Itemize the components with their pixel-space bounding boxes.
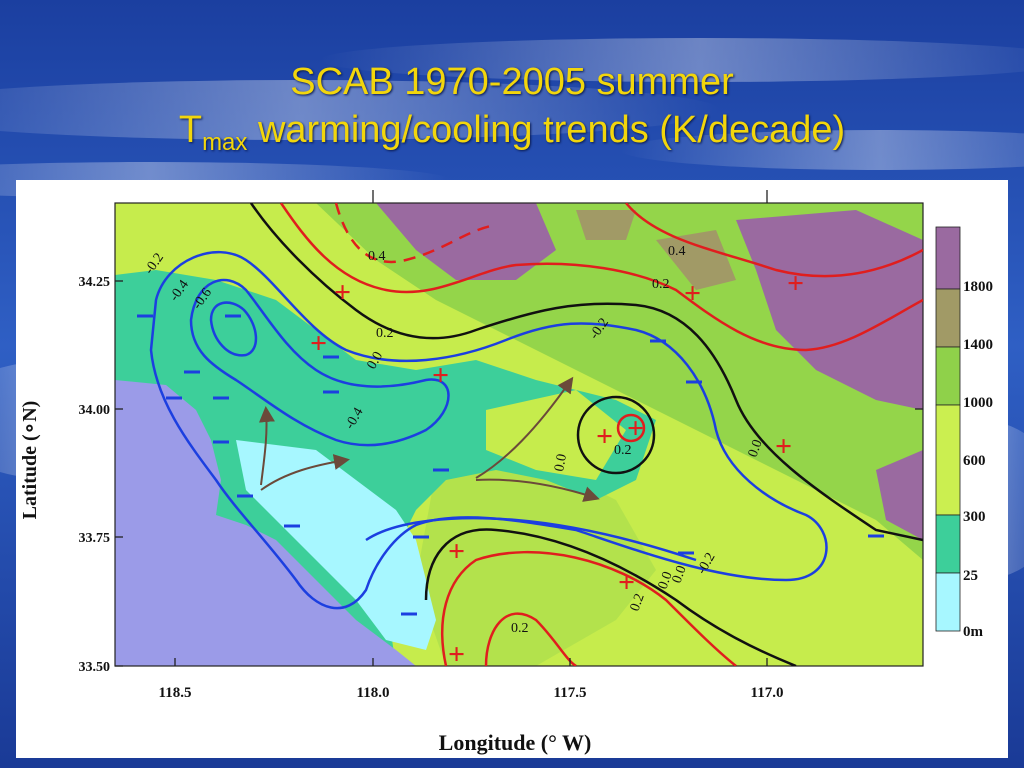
contour-blue-outer [149, 250, 828, 610]
contour-label: 0.0 [656, 570, 676, 592]
contour-black-south [424, 528, 797, 666]
contour-red-north [279, 203, 923, 352]
title-subscript: max [202, 129, 248, 156]
contour-black-north [249, 203, 923, 542]
legend-label: 1400 [963, 337, 993, 353]
contour-lines [149, 203, 923, 666]
arrow-east1 [260, 454, 350, 491]
legend-swatch [935, 404, 961, 516]
contour-blue-core [209, 301, 258, 357]
flow-arrows [258, 376, 600, 502]
contour-label: 0.2 [652, 277, 670, 292]
lon-tick-label: 118.5 [159, 685, 192, 701]
legend-label: 600 [963, 453, 986, 469]
x-axis-label: Longitude (° W) [439, 730, 592, 755]
contour-label: 0.2 [511, 621, 529, 636]
legend-label: 300 [963, 509, 986, 525]
lon-tick-label: 117.5 [554, 685, 587, 701]
map-frame [114, 202, 924, 667]
lon-tick-label: 117.0 [751, 685, 784, 701]
contour-red-south2 [484, 612, 577, 666]
warming-marker: + [448, 638, 465, 671]
elevation-legend: 1800 1400 1000 600 300 25 0m [935, 226, 993, 640]
y-axis-label: Latitude (∘N) [19, 401, 41, 520]
slide-title-line1: SCAB 1970-2005 summer [290, 61, 734, 103]
map-figure: -0.2 -0.4 -0.6 0.4 0.2 0.0 -0.4 0.2 0.4 … [19, 190, 993, 755]
legend-label: 1000 [963, 395, 993, 411]
legend-swatch [935, 514, 961, 574]
lat-tick-label: 34.25 [79, 275, 111, 290]
contour-label: 0.2 [628, 592, 648, 614]
warming-marker: + [596, 420, 613, 453]
contour-label: 0.0 [746, 438, 766, 460]
slide-title-line2: Tmax warming/cooling trends (K/decade) [0, 108, 1024, 165]
cooling-markers [137, 314, 884, 616]
contour-label: 0.4 [668, 244, 686, 259]
contour-label: 0.0 [670, 564, 690, 586]
legend-label: 1800 [963, 279, 993, 295]
contour-blue-inner [189, 278, 450, 447]
figure-panel: -0.2 -0.4 -0.6 0.4 0.2 0.0 -0.4 0.2 0.4 … [16, 180, 1008, 758]
contour-label: 0.4 [368, 249, 386, 264]
arrow-east2 [475, 478, 600, 502]
axis-ticks [115, 190, 923, 667]
lat-tick-label: 33.50 [79, 660, 111, 675]
legend-swatch [935, 346, 961, 406]
warming-marker: + [448, 535, 465, 568]
arrow-north [258, 406, 275, 486]
contour-blue-south [365, 516, 697, 562]
title-rest: warming/cooling trends (K/decade) [247, 109, 846, 151]
contour-label: 0.0 [552, 453, 570, 473]
warming-marker: + [787, 267, 804, 300]
contour-label: 0.2 [614, 443, 632, 458]
contour-red-south [441, 550, 737, 666]
warming-marker: + [432, 359, 449, 392]
lon-tick-label: 118.0 [357, 685, 390, 701]
warming-markers: + + + + + + + + + + + [310, 267, 804, 671]
warming-marker: + [334, 276, 351, 309]
lat-tick-label: 33.75 [79, 531, 111, 546]
legend-label: 0m [963, 624, 984, 640]
warming-marker: + [310, 327, 327, 360]
arrow-northeast [475, 376, 574, 479]
legend-label: 25 [963, 568, 978, 584]
title-t: T [178, 109, 203, 151]
contour-black-circle [576, 395, 656, 475]
legend-swatch [935, 226, 961, 290]
warming-marker: + [627, 412, 644, 445]
contour-red-dashed [334, 203, 497, 264]
legend-swatch [935, 288, 961, 348]
contour-label-group: -0.2 -0.4 -0.6 0.4 0.2 0.0 -0.4 0.2 0.4 … [142, 244, 766, 636]
contour-label: 0.2 [376, 326, 394, 341]
lat-tick-label: 34.00 [79, 403, 111, 418]
contour-red-circle [616, 413, 646, 443]
lon-tick-labels: 118.5 118.0 117.5 117.0 [159, 685, 784, 701]
lat-tick-labels: 34.25 34.00 33.75 33.50 [79, 275, 111, 675]
contour-red-east [625, 203, 923, 278]
terrain-map [115, 203, 923, 666]
warming-marker: + [775, 430, 792, 463]
warming-marker: + [684, 277, 701, 310]
warming-marker: + [618, 566, 635, 599]
legend-swatch [935, 572, 961, 632]
